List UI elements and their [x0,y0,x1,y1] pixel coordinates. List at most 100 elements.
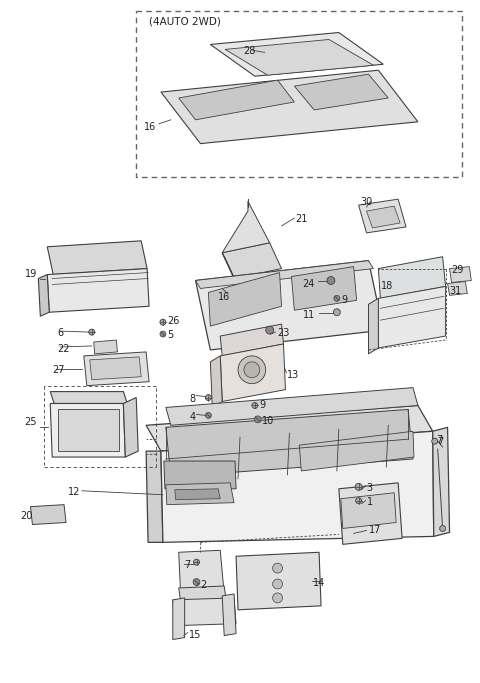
Polygon shape [179,586,226,602]
Circle shape [252,402,258,408]
Polygon shape [294,74,388,110]
Polygon shape [291,266,357,310]
Circle shape [193,559,200,565]
Polygon shape [195,261,373,288]
Polygon shape [166,409,413,477]
Polygon shape [173,598,236,626]
Polygon shape [433,428,450,536]
Circle shape [356,498,361,503]
Polygon shape [38,275,49,316]
Polygon shape [146,451,163,542]
Polygon shape [222,243,281,279]
Circle shape [440,525,445,531]
Text: 2: 2 [201,580,207,590]
Polygon shape [175,489,220,500]
Polygon shape [50,391,127,404]
Text: 23: 23 [277,328,290,338]
Polygon shape [166,388,418,426]
Circle shape [254,416,261,423]
Text: 20: 20 [21,511,33,520]
Text: 10: 10 [262,417,274,426]
Circle shape [244,362,260,378]
Circle shape [334,309,340,316]
Polygon shape [378,257,445,298]
Text: 7: 7 [438,437,444,447]
Polygon shape [47,241,147,275]
Circle shape [334,295,340,301]
Polygon shape [94,340,118,354]
Text: 13: 13 [288,370,300,380]
Polygon shape [220,324,284,356]
Polygon shape [123,398,138,457]
Circle shape [205,413,211,419]
Polygon shape [84,352,149,386]
Circle shape [160,331,166,337]
Polygon shape [210,33,384,76]
Polygon shape [222,253,240,290]
Text: 4: 4 [190,413,195,422]
Circle shape [160,319,166,325]
Circle shape [266,326,274,334]
Text: 22: 22 [57,344,70,354]
Polygon shape [341,492,396,529]
Text: 29: 29 [452,264,464,275]
Text: 18: 18 [381,281,394,290]
Polygon shape [359,199,406,233]
Circle shape [273,593,283,603]
Text: 17: 17 [369,525,381,535]
Text: 15: 15 [189,630,201,640]
Polygon shape [367,206,400,228]
Polygon shape [447,281,468,295]
Text: 8: 8 [190,393,195,404]
Bar [58,409,120,451]
Polygon shape [146,406,433,451]
Text: 31: 31 [450,286,462,296]
Polygon shape [222,594,236,636]
Text: 14: 14 [313,578,325,588]
Circle shape [193,579,200,585]
Text: 9: 9 [260,400,266,410]
Polygon shape [166,483,234,505]
Polygon shape [161,70,418,143]
Circle shape [205,395,211,400]
Text: 28: 28 [243,46,255,57]
Text: 27: 27 [52,365,65,375]
Polygon shape [222,201,270,253]
Text: 25: 25 [24,417,37,428]
Polygon shape [339,483,402,544]
Text: 26: 26 [167,316,179,326]
Text: 1: 1 [367,497,372,507]
Polygon shape [450,266,471,283]
Circle shape [273,563,283,573]
Polygon shape [47,268,149,312]
Polygon shape [90,357,141,380]
Polygon shape [208,273,281,326]
Text: 9: 9 [342,295,348,305]
Polygon shape [173,598,185,639]
Polygon shape [195,261,384,350]
Circle shape [273,579,283,589]
Text: 12: 12 [68,487,80,497]
Polygon shape [161,431,434,542]
Polygon shape [179,80,294,120]
Polygon shape [50,404,125,457]
Polygon shape [210,356,222,408]
Polygon shape [369,298,378,354]
Polygon shape [236,553,321,610]
Polygon shape [225,40,373,75]
Polygon shape [220,344,286,402]
Text: 24: 24 [303,279,315,288]
Text: (4AUTO 2WD): (4AUTO 2WD) [149,16,221,27]
Polygon shape [300,431,414,471]
Circle shape [89,329,95,335]
Polygon shape [164,461,236,489]
Text: 16: 16 [218,292,230,303]
Text: 11: 11 [303,310,315,320]
Polygon shape [30,505,66,525]
Polygon shape [378,286,445,348]
Circle shape [355,484,362,490]
Text: 21: 21 [295,214,308,224]
Text: 30: 30 [360,197,373,207]
Bar [136,11,462,178]
Polygon shape [179,550,224,596]
